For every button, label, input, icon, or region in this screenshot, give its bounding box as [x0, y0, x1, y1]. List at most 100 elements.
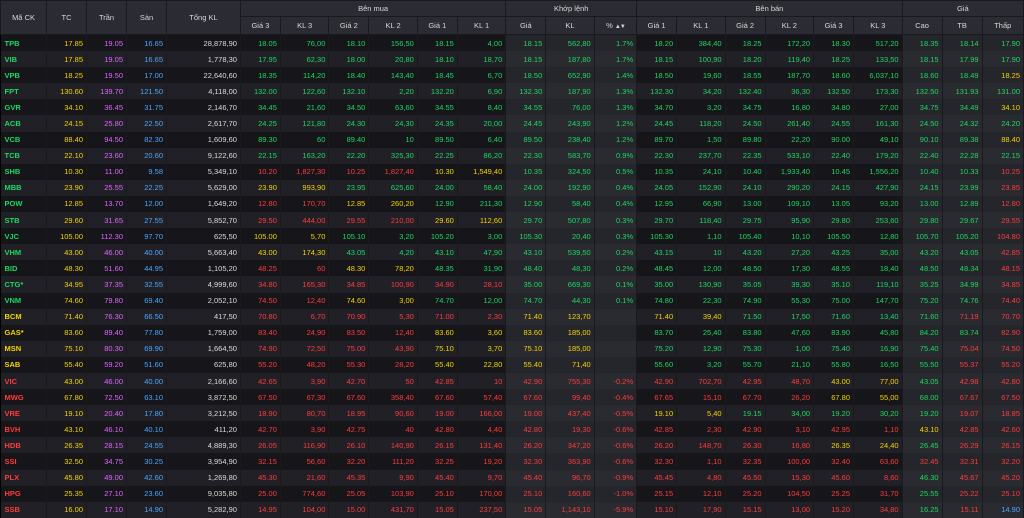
table-row[interactable]: ACB 24.15 25.80 22.50 2,617,70 24.25 121,80 24.…: [0, 115, 1024, 132]
header-bid-price-1[interactable]: Giá 1: [416, 16, 458, 35]
table-row[interactable]: SAB 55.40 59.20 51.60 625,80 55.20 48,20 55.30 2…: [0, 356, 1024, 373]
header-symbol[interactable]: Mã CK: [0, 0, 48, 35]
symbol-cell[interactable]: GAS*: [0, 324, 48, 341]
bid-price-1-cell: 34.90: [417, 276, 458, 293]
table-row[interactable]: TCB 22.10 23.60 20.60 9,122,60 22.15 163,20 22.…: [0, 147, 1024, 164]
symbol-cell[interactable]: TCB: [0, 147, 48, 164]
symbol-cell[interactable]: POW: [0, 195, 48, 213]
match-price-cell: 10.35: [505, 163, 547, 180]
table-row[interactable]: FPT 130.60 139.70 121.50 4,118,00 132.00 122,6…: [0, 83, 1024, 100]
ceiling-cell: 139.70: [86, 83, 128, 100]
table-row[interactable]: SHB 10.30 11.00 9.58 5,349,10 10.20 1,827,30 10…: [0, 163, 1024, 180]
symbol-cell[interactable]: MWG: [0, 389, 48, 406]
symbol-cell[interactable]: VPB: [0, 67, 48, 84]
table-row[interactable]: CTG* 34.95 37.35 32.55 4,999,60 34.80 165,30 34…: [0, 276, 1024, 293]
header-match-pct[interactable]: % ▲▼: [593, 16, 638, 35]
table-row[interactable]: SSI 32.50 34.75 30.25 3,954,90 32.15 56,60 32.2…: [0, 453, 1024, 470]
symbol-cell[interactable]: GVR: [0, 99, 48, 116]
bid-price-1-cell: 89.50: [417, 131, 458, 148]
header-bid-vol-3[interactable]: KL 3: [279, 16, 330, 35]
symbol-cell[interactable]: ACB: [0, 115, 48, 132]
table-row[interactable]: VJC 105.00 112.30 97.70 625,50 105.00 5,70 105.…: [0, 228, 1024, 245]
symbol-cell[interactable]: MSN: [0, 340, 48, 357]
symbol-cell[interactable]: SSB: [0, 501, 48, 518]
table-row[interactable]: VRE 19.10 20.40 17.80 3,212,50 18.90 80,70 18.9…: [0, 405, 1024, 422]
bid-vol-3-cell: 121,80: [280, 115, 330, 132]
table-row[interactable]: TPB 17.85 19.05 16.65 28,878,90 18.05 76,00 18.…: [0, 34, 1024, 52]
table-row[interactable]: VPB 18.25 19.50 17.00 22,640,60 18.35 114,20 18…: [0, 67, 1024, 84]
ref-cell: 43.00: [46, 372, 88, 390]
header-bid-price-2[interactable]: Giá 2: [328, 16, 370, 35]
table-row[interactable]: PLX 45.80 49.00 42.60 1,269,80 45.30 21,60 45.3…: [0, 469, 1024, 486]
table-row[interactable]: BID 48.30 51.60 44.95 1,105,20 48.25 60 48.30 78…: [0, 260, 1024, 277]
header-total-volume[interactable]: Tổng KL: [166, 0, 241, 35]
table-row[interactable]: VIB 17.85 19.05 16.65 1,778,30 17.95 62,30 18.0…: [0, 51, 1024, 68]
header-bid-vol-2[interactable]: KL 2: [368, 16, 418, 35]
bid-price-3-cell: 23.90: [240, 179, 281, 196]
table-row[interactable]: BVH 43.10 46.10 40.10 411,20 42.70 3,90 42.75 40…: [0, 421, 1024, 438]
table-row[interactable]: BCM 71.40 76.30 66.50 417,50 70.80 6,70 70.90 5,…: [0, 308, 1024, 325]
header-ask-vol-1[interactable]: KL 1: [676, 16, 726, 35]
avg-cell: 10.33: [942, 163, 983, 180]
header-high[interactable]: Cao: [901, 16, 943, 35]
header-avg[interactable]: TB: [941, 16, 983, 35]
table-row[interactable]: POW 12.85 13.70 12.00 1,649,20 12.80 170,70 12.…: [0, 195, 1024, 213]
header-ref[interactable]: TC: [46, 0, 88, 35]
table-row[interactable]: VCB 88.40 94.50 82.30 1,609,60 89.30 60 89.40 10…: [0, 131, 1024, 148]
symbol-cell[interactable]: STB: [0, 212, 48, 229]
table-row[interactable]: VNM 74.60 79.80 69.40 2,052,10 74.50 12,40 74.6…: [0, 292, 1024, 309]
symbol-cell[interactable]: SHB: [0, 163, 48, 180]
bid-vol-1-cell: 3,60: [457, 324, 507, 341]
bid-vol-3-cell: 774,60: [280, 485, 330, 502]
table-row[interactable]: STB 29.60 31.65 27.55 5,852,70 29.50 444,00 29.…: [0, 212, 1024, 229]
symbol-cell[interactable]: PLX: [0, 469, 48, 486]
header-ask-vol-2[interactable]: KL 2: [764, 16, 815, 35]
symbol-cell[interactable]: BCM: [0, 308, 48, 325]
symbol-cell[interactable]: TPB: [0, 34, 48, 52]
header-bid-price-3[interactable]: Giá 3: [239, 16, 281, 35]
symbol-cell[interactable]: HPG: [0, 485, 48, 502]
header-floor[interactable]: Sàn: [126, 0, 167, 35]
symbol-cell[interactable]: VCB: [0, 131, 48, 148]
bid-price-3-cell: 17.95: [240, 51, 281, 68]
header-ceiling[interactable]: Trần: [86, 0, 128, 35]
ask-price-3-cell: 29.80: [813, 212, 855, 229]
symbol-cell[interactable]: CTG*: [0, 276, 48, 293]
table-row[interactable]: GVR 34.10 36.45 31.75 2,146,70 34.45 21,60 34.5…: [0, 99, 1024, 116]
header-ask-price-3[interactable]: Giá 3: [813, 16, 855, 35]
table-row[interactable]: GAS* 83.60 89.40 77.80 1,759,00 83.40 24,90 83.…: [0, 324, 1024, 341]
bid-vol-1-cell: 19,20: [457, 453, 507, 470]
symbol-cell[interactable]: VJC: [0, 228, 48, 245]
header-ask-vol-3[interactable]: KL 3: [853, 16, 903, 35]
avg-cell: 67.67: [942, 389, 983, 406]
symbol-cell[interactable]: VIB: [0, 51, 48, 68]
table-row[interactable]: VHM 43.00 46.00 40.00 5,663,40 43.00 174,30 43.…: [0, 244, 1024, 261]
symbol-cell[interactable]: BID: [0, 260, 48, 277]
table-row[interactable]: HDB 26.35 28.15 24.55 4,889,30 26.05 116,90 26.…: [0, 437, 1024, 454]
table-row[interactable]: HPG 25.35 27.10 23.60 9,035,80 25.00 774,60 25.…: [0, 485, 1024, 502]
header-ask-price-1[interactable]: Giá 1: [636, 16, 678, 35]
bid-price-2-cell: 75.00: [328, 340, 370, 357]
header-ask-price-2[interactable]: Giá 2: [724, 16, 766, 35]
symbol-cell[interactable]: VHM: [0, 244, 48, 261]
symbol-cell[interactable]: SAB: [0, 356, 48, 373]
symbol-cell[interactable]: VRE: [0, 405, 48, 422]
symbol-cell[interactable]: SSI: [0, 453, 48, 470]
header-match-vol[interactable]: KL: [545, 16, 595, 35]
symbol-cell[interactable]: MBB: [0, 179, 48, 196]
symbol-cell[interactable]: BVH: [0, 421, 48, 438]
header-low[interactable]: Thấp: [981, 16, 1024, 35]
table-row[interactable]: MWG 67.80 72.50 63.10 3,872,50 67.50 67,30 67.6…: [0, 389, 1024, 406]
symbol-cell[interactable]: VNM: [0, 292, 48, 309]
table-row[interactable]: SSB 16.00 17.10 14.90 5,282,90 14.95 104,00 15.…: [0, 501, 1024, 518]
table-row[interactable]: VIC 43.00 46.00 40.00 2,166,60 42.65 3,90 42.70…: [0, 372, 1024, 390]
sort-arrows-icon[interactable]: ▲▼: [614, 24, 626, 30]
header-bid-vol-1[interactable]: KL 1: [456, 16, 507, 35]
ask-price-3-cell: 32.40: [813, 453, 855, 470]
table-row[interactable]: MBB 23.90 25.55 22.25 5,629,00 23.90 993,90 23.…: [0, 179, 1024, 196]
header-match-price[interactable]: Giá: [505, 16, 547, 35]
symbol-cell[interactable]: FPT: [0, 83, 48, 100]
symbol-cell[interactable]: HDB: [0, 437, 48, 454]
table-row[interactable]: MSN 75.10 80.30 69.90 1,664,50 74.90 72,50 75.0…: [0, 340, 1024, 357]
symbol-cell[interactable]: VIC: [0, 372, 48, 390]
